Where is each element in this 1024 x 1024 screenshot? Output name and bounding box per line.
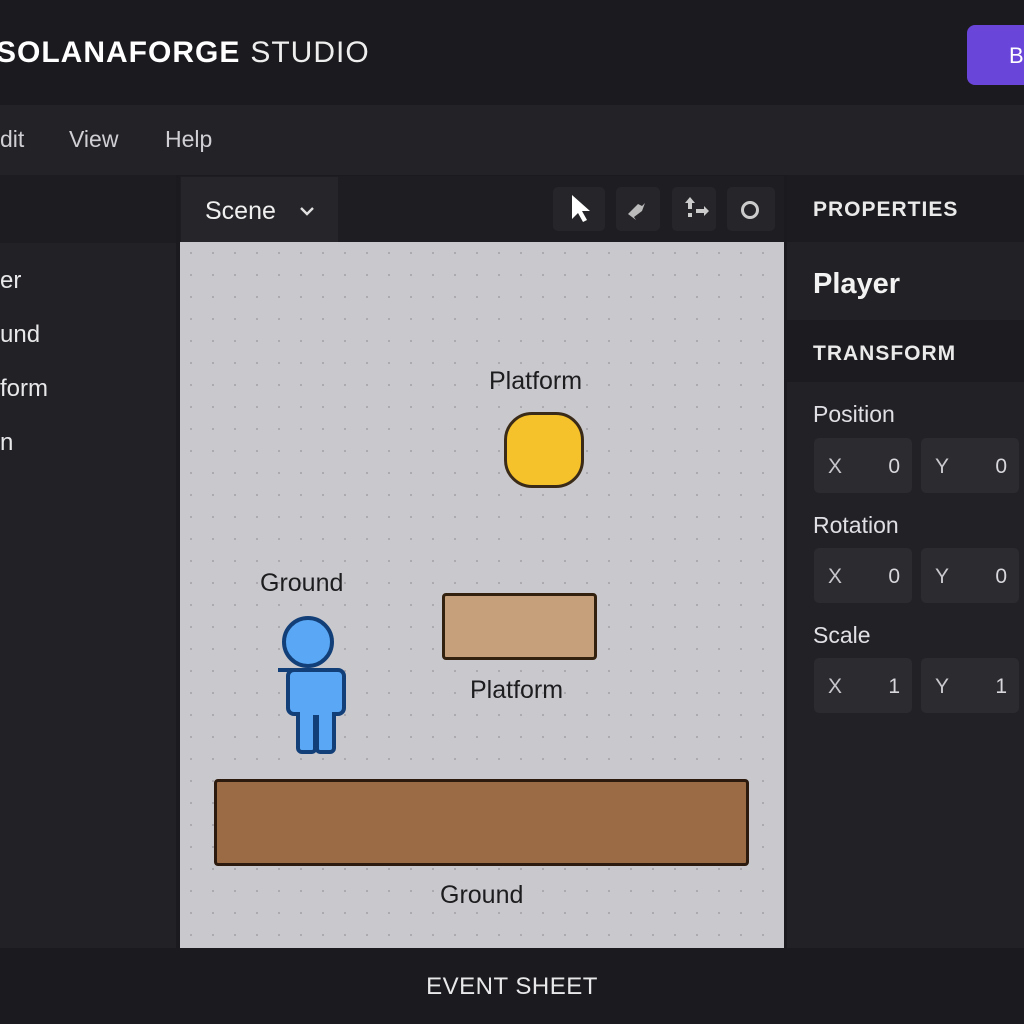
- selected-object-name: Player: [813, 268, 901, 300]
- circle-icon: [741, 201, 759, 219]
- ground-object[interactable]: [214, 779, 749, 866]
- ground-label: Ground: [440, 881, 524, 909]
- player-label: Ground: [260, 569, 344, 597]
- y-key: Y: [935, 675, 950, 698]
- player-sprite[interactable]: [266, 615, 350, 755]
- y-value: 1: [995, 675, 1007, 698]
- event-sheet-tab[interactable]: EVENT SHEET: [0, 950, 1024, 1024]
- menu-bar: [0, 105, 1024, 175]
- properties-header: PROPERTIES: [787, 175, 1024, 242]
- chevron-down-icon: [299, 207, 314, 216]
- circle-tool-button[interactable]: [727, 187, 775, 231]
- app-logo: SOLANAFORGE STUDIO: [0, 36, 370, 70]
- x-value: 0: [888, 565, 900, 588]
- menu-edit[interactable]: dit: [0, 126, 25, 152]
- menu-view[interactable]: View: [69, 126, 119, 152]
- transform-header: TRANSFORM: [787, 320, 1024, 382]
- title-bar: [0, 0, 1024, 105]
- build-button[interactable]: B: [967, 25, 1024, 85]
- coin-object[interactable]: [504, 412, 584, 488]
- object-item-player[interactable]: er: [0, 267, 22, 294]
- x-value: 1: [888, 675, 900, 698]
- bone-tool-button[interactable]: [616, 187, 660, 231]
- rotation-label: Rotation: [813, 512, 899, 538]
- object-item[interactable]: n: [0, 429, 14, 456]
- y-value: 0: [995, 455, 1007, 478]
- bone-icon: [628, 203, 645, 220]
- x-value: 0: [888, 455, 900, 478]
- menu-help[interactable]: Help: [165, 126, 213, 152]
- position-label: Position: [813, 401, 895, 427]
- move-icon: [685, 197, 709, 217]
- objects-panel-header: [0, 175, 176, 243]
- coin-label: Platform: [489, 367, 583, 395]
- object-item-platform[interactable]: form: [0, 375, 48, 402]
- platform-label: Platform: [470, 676, 564, 704]
- y-key: Y: [935, 455, 950, 478]
- brand-name: SOLANAFORGE: [0, 36, 241, 69]
- move-tool-button[interactable]: [672, 187, 716, 231]
- select-tool-button[interactable]: [553, 187, 605, 231]
- y-key: Y: [935, 565, 950, 588]
- object-item-ground[interactable]: und: [0, 321, 41, 348]
- x-key: X: [828, 455, 843, 478]
- brand-suffix: STUDIO: [250, 36, 370, 69]
- scale-label: Scale: [813, 622, 871, 648]
- scene-dropdown[interactable]: Scene: [181, 177, 338, 242]
- platform-object[interactable]: [442, 593, 597, 660]
- pointer-icon: [572, 195, 590, 222]
- scene-tab-label: Scene: [205, 197, 276, 225]
- x-key: X: [828, 675, 843, 698]
- y-value: 0: [995, 565, 1007, 588]
- x-key: X: [828, 565, 843, 588]
- objects-panel: [0, 175, 176, 948]
